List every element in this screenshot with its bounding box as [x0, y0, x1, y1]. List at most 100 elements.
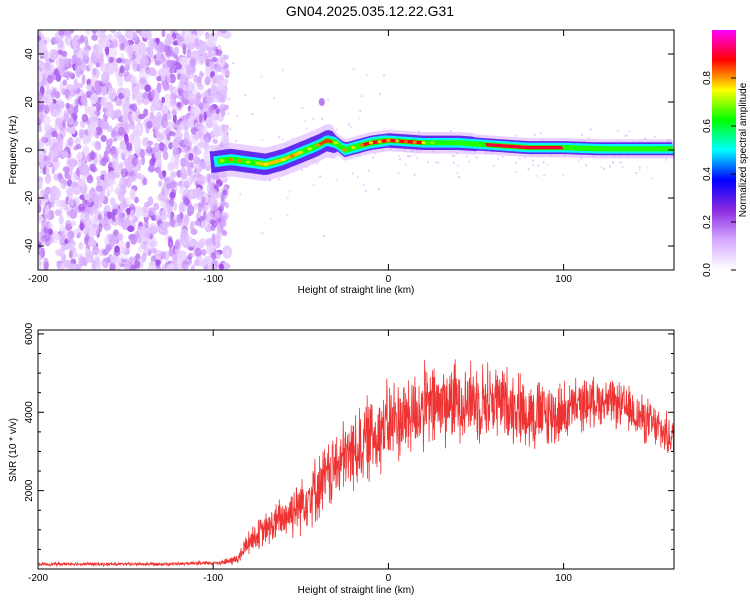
noise-speck [194, 241, 205, 249]
scatter-speck [536, 174, 538, 177]
noise-speck [174, 154, 180, 165]
ridge-dot [368, 141, 374, 145]
noise-speck [144, 201, 150, 208]
noise-speck [62, 166, 70, 173]
noise-speck [125, 207, 132, 215]
spectrogram-y-tick-label: 20 [24, 96, 35, 108]
scatter-speck [514, 171, 517, 174]
spectrogram-y-tick-label: 40 [24, 48, 35, 60]
scatter-speck [418, 130, 421, 133]
scatter-speck [628, 130, 631, 133]
noise-speck [120, 242, 127, 254]
noise-speck [66, 179, 73, 187]
scatter-speck [638, 169, 641, 171]
noise-speck [55, 73, 62, 83]
noise-speck [88, 227, 95, 236]
noise-speck [108, 56, 114, 63]
noise-speck [129, 209, 135, 221]
noise-speck [212, 138, 218, 144]
noise-speck [152, 69, 158, 77]
noise-speck [53, 68, 59, 76]
scatter-speck [335, 178, 338, 181]
noise-speck [183, 180, 190, 190]
noise-speck [168, 73, 176, 84]
colorbar-tick-label: 0.6 [702, 119, 713, 133]
scatter-speck [229, 128, 232, 131]
noise-speck [78, 242, 84, 250]
noise-speck [38, 216, 45, 223]
noise-speck [156, 111, 162, 122]
noise-speck [38, 30, 42, 38]
noise-speck [135, 92, 143, 105]
noise-speck [135, 253, 141, 260]
noise-speck [38, 249, 41, 256]
spectrogram-x-tick-label: 100 [555, 274, 572, 285]
noise-speck [76, 152, 83, 161]
noise-speck [101, 71, 110, 84]
noise-speck [193, 202, 200, 210]
noise-speck [141, 155, 146, 166]
noise-speck [138, 228, 144, 238]
noise-speck [49, 48, 58, 61]
noise-speck [131, 157, 138, 167]
noise-speck [200, 220, 209, 229]
noise-speck [40, 159, 45, 169]
noise-speck [214, 210, 221, 219]
scatter-speck [366, 73, 369, 76]
noise-speck [147, 48, 154, 58]
noise-speck [117, 190, 125, 202]
noise-speck [139, 57, 148, 66]
ridge-dot [228, 158, 233, 162]
scatter-speck [625, 134, 628, 137]
noise-speck [111, 202, 119, 210]
noise-speck [128, 121, 135, 130]
noise-speck [221, 68, 231, 77]
noise-speck [186, 69, 191, 77]
noise-speck [143, 108, 149, 117]
noise-speck [206, 181, 214, 194]
noise-speck [38, 113, 44, 125]
noise-speck [38, 177, 43, 190]
scatter-speck [501, 155, 504, 158]
noise-speck [170, 86, 178, 99]
ridge-dot [263, 162, 268, 166]
noise-speck [147, 165, 155, 173]
noise-speck [188, 252, 196, 258]
noise-speck [71, 211, 75, 218]
noise-speck [211, 57, 218, 63]
noise-speck [165, 181, 171, 191]
noise-speck [116, 57, 123, 64]
noise-speck [134, 196, 139, 204]
scatter-speck [581, 134, 584, 136]
colorbar-tick-label: 0.2 [702, 215, 713, 229]
noise-speck [224, 248, 230, 258]
noise-speck [178, 120, 186, 131]
scatter-speck [358, 117, 361, 120]
scatter-speck [239, 192, 242, 195]
noise-speck [115, 233, 124, 241]
noise-speck [152, 120, 161, 131]
scatter-speck [449, 129, 452, 132]
noise-speck [131, 91, 137, 100]
noise-speck [155, 258, 161, 268]
noise-speck [57, 140, 64, 149]
ridge-dot [377, 140, 382, 144]
noise-speck [206, 264, 216, 270]
snr-axes: -200 -100 0 100 2000 4000 6000 [24, 322, 674, 584]
snr-y-tick-label: 6000 [24, 322, 35, 345]
scatter-speck [352, 68, 355, 71]
noise-speck [121, 183, 127, 191]
scatter-speck [278, 178, 281, 181]
noise-speck [147, 265, 157, 270]
noise-speck [116, 76, 124, 88]
noise-speck [77, 232, 81, 239]
isolated-blob [318, 98, 325, 106]
snr-marks [38, 359, 674, 568]
noise-speck [213, 63, 218, 69]
noise-speck [107, 47, 118, 58]
noise-speck [166, 121, 176, 129]
noise-speck [194, 37, 199, 47]
noise-speck [38, 260, 43, 267]
noise-speck [154, 212, 159, 220]
